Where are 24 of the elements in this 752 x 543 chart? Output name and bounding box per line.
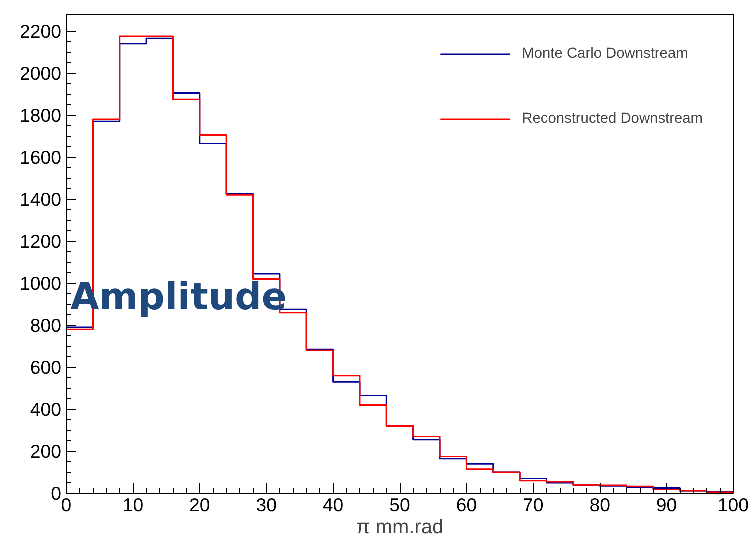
x-tick-label: 40: [322, 494, 344, 516]
y-tick-label: 1400: [20, 188, 62, 210]
x-tick-label: 30: [256, 494, 277, 516]
x-tick-label: 20: [190, 494, 210, 516]
x-tick-label: 90: [656, 494, 678, 516]
y-tick-label: 400: [30, 398, 62, 420]
legend-label: Reconstructed Downstream: [522, 111, 703, 127]
x-tick-label: 100: [718, 494, 750, 516]
y-tick-label: 2200: [20, 20, 62, 42]
y-tick-label: 2000: [20, 62, 62, 84]
y-tick-label: 1000: [20, 272, 62, 294]
x-tick-label: 50: [390, 494, 410, 516]
x-tick-label: 80: [590, 494, 610, 516]
y-tick-label: 1800: [20, 104, 62, 126]
x-tick-label: 60: [456, 494, 478, 516]
y-tick-label: 200: [30, 440, 62, 462]
x-axis-title: π mm.rad: [356, 516, 444, 538]
y-tick-label: 1200: [20, 230, 62, 252]
y-tick-label: 1600: [20, 146, 62, 168]
legend-label: Monte Carlo Downstream: [522, 46, 688, 62]
y-tick-label: 600: [30, 356, 62, 378]
x-tick-label: 70: [523, 494, 544, 516]
x-tick-label: 10: [122, 494, 144, 516]
y-tick-label: 800: [30, 314, 62, 336]
